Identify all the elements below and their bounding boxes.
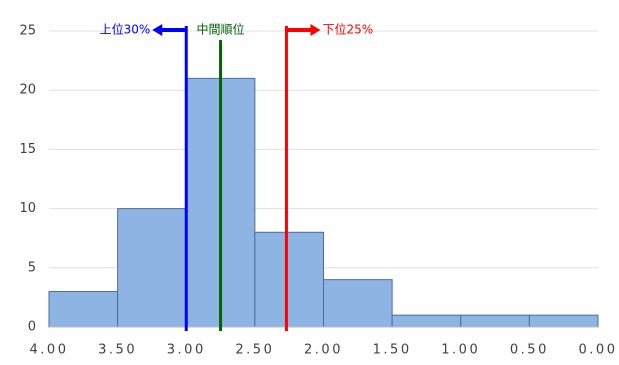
y-tick-label: 5 xyxy=(28,260,36,275)
bar xyxy=(254,231,324,328)
y-tick-label: 25 xyxy=(19,24,36,39)
bar xyxy=(48,290,119,328)
marker-label: 中間順位 xyxy=(197,22,245,37)
y-tick-label: 20 xyxy=(19,83,36,98)
bar xyxy=(117,208,187,328)
marker-label: 上位30% xyxy=(100,22,151,37)
bar xyxy=(323,279,393,328)
marker-label: 下位25% xyxy=(322,22,373,37)
bar xyxy=(391,314,462,328)
y-tick-label: 15 xyxy=(19,142,36,157)
marker-arrowhead xyxy=(152,24,163,36)
x-tick-label: 3.00 xyxy=(167,343,206,358)
x-tick-label: 1.50 xyxy=(373,343,412,358)
x-tick-label: 4.00 xyxy=(30,343,69,358)
x-tick-label: 2.50 xyxy=(235,343,274,358)
x-tick-label: 3.50 xyxy=(98,343,137,358)
bar xyxy=(528,314,599,328)
bar xyxy=(460,314,530,328)
y-tick-label: 0 xyxy=(28,320,36,335)
x-tick-label: 0.50 xyxy=(510,343,549,358)
x-tick-label: 0.00 xyxy=(579,343,618,358)
x-tick-label: 1.00 xyxy=(441,343,480,358)
y-tick-label: 10 xyxy=(19,201,36,216)
marker-arrowhead xyxy=(310,24,321,36)
x-tick-label: 2.00 xyxy=(304,343,343,358)
